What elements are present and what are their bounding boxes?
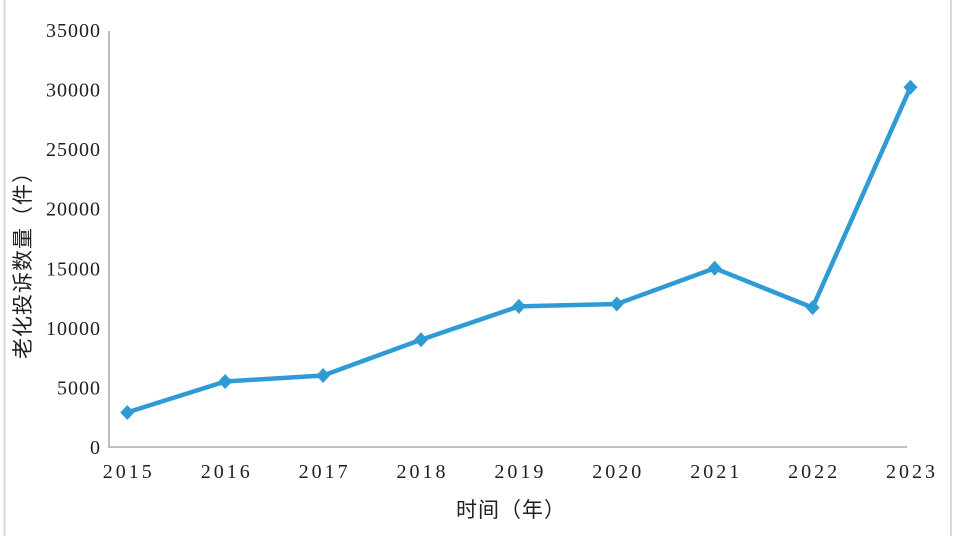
y-tick-label: 10000 [46, 318, 101, 340]
data-line [125, 84, 913, 415]
y-tick-labels: 0 5000 10000 15000 20000 25000 30000 35000 [46, 20, 101, 459]
y-tick-label: 35000 [46, 20, 101, 42]
x-tick-label: 2019 [494, 461, 546, 483]
data-point-marker [511, 298, 526, 314]
y-tick-label: 0 [90, 437, 101, 459]
x-tick-label: 2015 [103, 461, 155, 483]
y-axis-title: 老化投诉数量（件） [11, 161, 35, 359]
y-tick-label: 5000 [57, 377, 101, 399]
x-axis-title: 时间（年） [456, 498, 566, 522]
x-tick-label: 2016 [201, 461, 253, 483]
data-point-marker [903, 79, 918, 95]
x-tick-label: 2018 [397, 461, 449, 483]
y-tick-label: 30000 [46, 80, 101, 102]
x-tick-label: 2023 [886, 461, 938, 483]
y-tick-label: 25000 [46, 139, 101, 161]
x-tick-label: 2017 [299, 461, 351, 483]
x-tick-labels: 2015 2016 2017 2018 2019 2020 2021 2022 2023 [103, 461, 938, 483]
data-point-marker [609, 296, 624, 312]
y-tick-label: 20000 [46, 199, 101, 221]
data-point-marker [414, 332, 428, 348]
data-markers [120, 79, 918, 420]
data-point-marker [316, 368, 331, 384]
x-tick-label: 2020 [592, 461, 644, 483]
data-point-marker [218, 373, 233, 389]
x-tick-label: 2022 [788, 461, 840, 483]
data-point-marker [707, 260, 722, 276]
x-tick-label: 2021 [690, 461, 742, 483]
data-point-marker [805, 300, 820, 316]
y-tick-label: 15000 [46, 258, 101, 280]
data-point-marker [120, 404, 135, 420]
